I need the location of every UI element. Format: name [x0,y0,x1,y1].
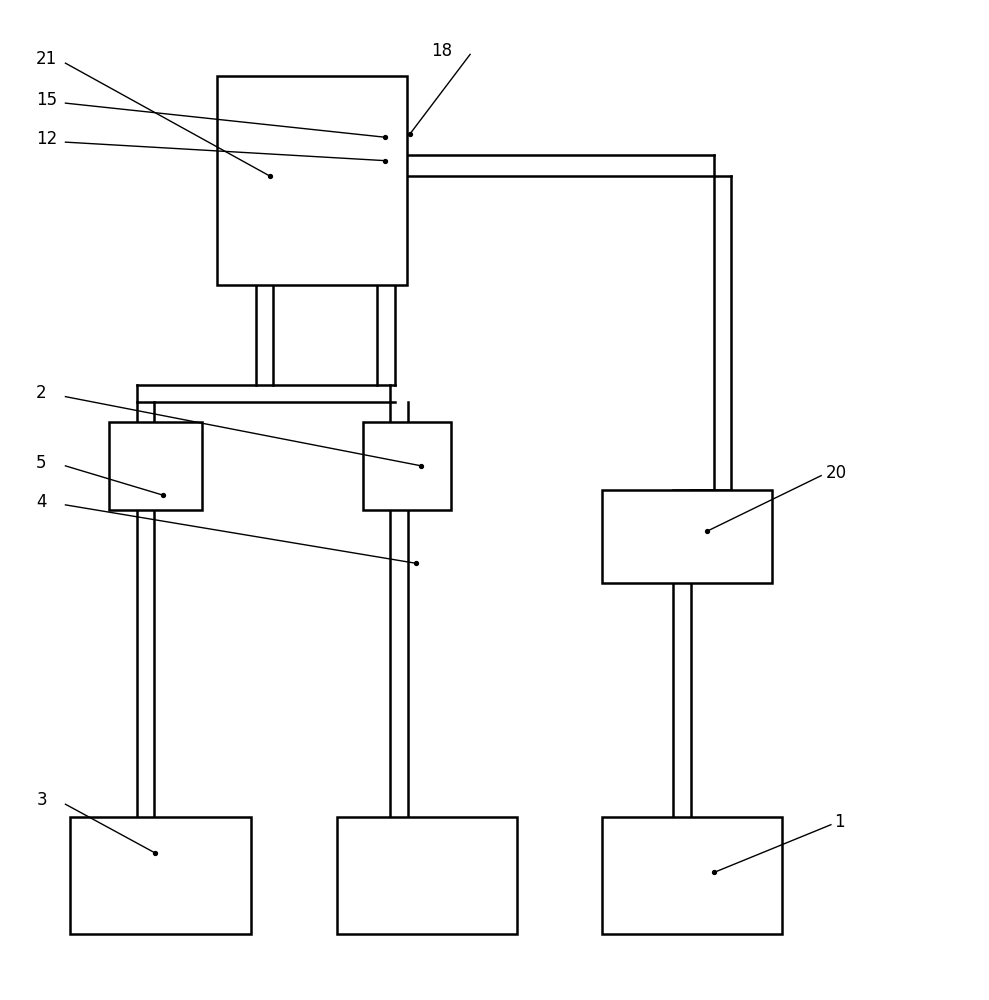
Text: 20: 20 [826,464,848,482]
Text: 5: 5 [37,454,46,472]
Text: 2: 2 [37,384,46,402]
Bar [336,817,517,934]
Bar [110,422,202,510]
Bar [217,76,406,285]
Text: 4: 4 [37,493,46,511]
Bar [601,490,772,583]
Bar [363,422,451,510]
Bar [601,817,782,934]
Bar [70,817,251,934]
Text: 18: 18 [431,42,452,60]
Text: 15: 15 [37,91,57,109]
Text: 1: 1 [834,813,845,831]
Text: 21: 21 [37,50,57,68]
Text: 3: 3 [37,791,46,809]
Text: 12: 12 [37,130,57,148]
